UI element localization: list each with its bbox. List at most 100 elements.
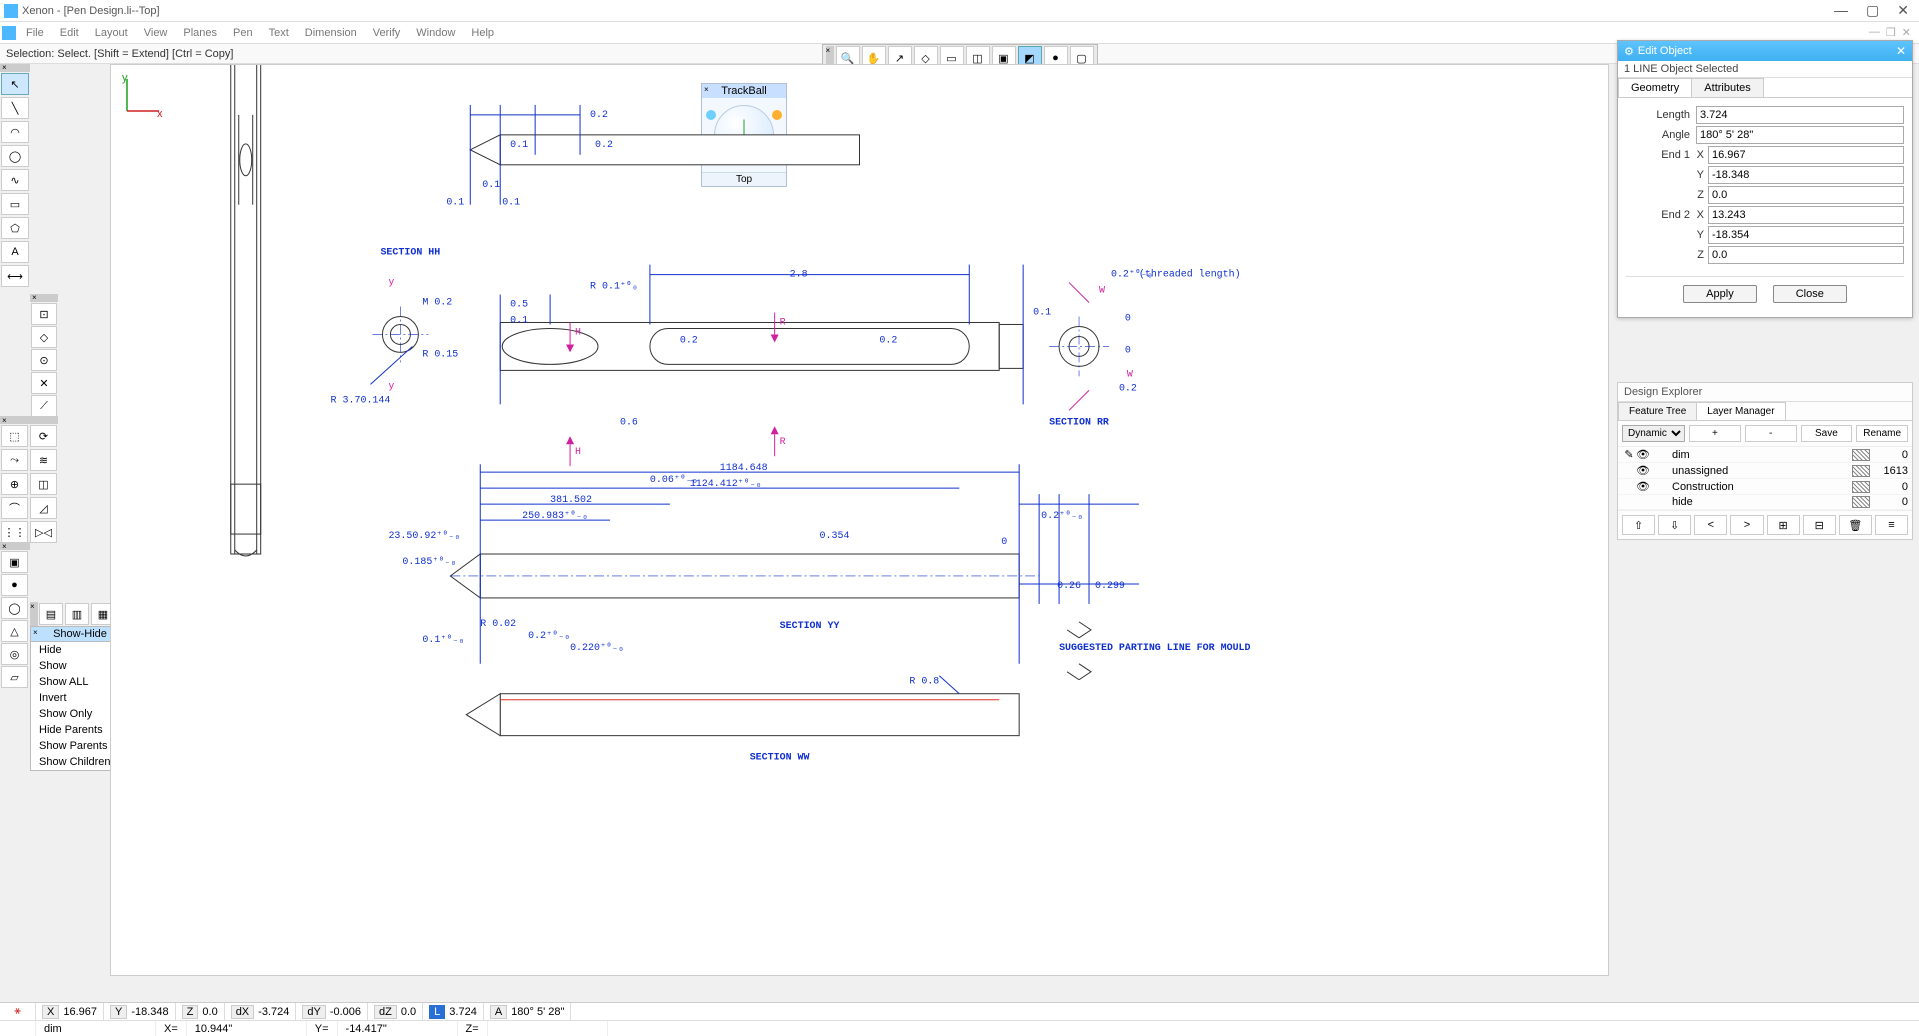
sweep-icon[interactable]: ⤳ [1, 449, 28, 471]
htool-2-icon[interactable]: ▥ [65, 603, 89, 625]
eye-icon[interactable]: 👁 [1636, 448, 1650, 461]
menu-dimension[interactable]: Dimension [297, 25, 365, 41]
menu-window[interactable]: Window [408, 25, 463, 41]
layer-delete-icon[interactable]: 🗑 [1839, 515, 1872, 535]
mirror-icon[interactable]: ▷◁ [30, 521, 57, 543]
a-label[interactable]: A [490, 1005, 507, 1019]
layer-rename-button[interactable]: Rename [1856, 425, 1908, 442]
drawing-canvas[interactable]: y x ×TrackBall Top [110, 64, 1609, 976]
palette-close-icon[interactable]: × [0, 416, 58, 424]
select-tool-icon[interactable]: ↖ [1, 73, 29, 95]
tab-feature-tree[interactable]: Feature Tree [1618, 402, 1697, 420]
child-close-button[interactable]: ✕ [1902, 26, 1911, 39]
shell-icon[interactable]: ◫ [30, 473, 57, 495]
layer-mode-select[interactable]: Dynamic [1622, 425, 1685, 442]
end2-x-input[interactable] [1708, 206, 1904, 224]
palette-close-icon[interactable]: × [30, 294, 58, 302]
menu-view[interactable]: View [136, 25, 176, 41]
snap-endpoint-icon[interactable]: ⊡ [31, 303, 57, 325]
snap-intersect-icon[interactable]: ✕ [31, 372, 57, 394]
cone-prim-icon[interactable]: △ [1, 620, 28, 642]
loft-icon[interactable]: ≋ [30, 449, 57, 471]
layer-row[interactable]: ✎ 👁 dim 0 [1618, 447, 1912, 463]
tab-layer-manager[interactable]: Layer Manager [1696, 402, 1785, 420]
dimension-tool-icon[interactable]: ⟷ [1, 265, 29, 287]
plane-prim-icon[interactable]: ▱ [1, 666, 28, 688]
hatch-swatch[interactable] [1852, 465, 1870, 477]
polygon-tool-icon[interactable]: ⬠ [1, 217, 29, 239]
eye-icon[interactable]: 👁 [1636, 480, 1650, 493]
pattern-icon[interactable]: ⋮⋮ [1, 521, 28, 543]
tab-geometry[interactable]: Geometry [1618, 78, 1692, 97]
extrude-icon[interactable]: ⬚ [1, 425, 28, 447]
layer-row[interactable]: 👁 Construction 0 [1618, 479, 1912, 495]
layer-up-icon[interactable]: ⇧ [1622, 515, 1655, 535]
close-icon[interactable]: × [33, 628, 38, 637]
layer-menu-icon[interactable]: ≡ [1875, 515, 1908, 535]
layer-prev-icon[interactable]: < [1694, 515, 1727, 535]
menu-edit[interactable]: Edit [52, 25, 87, 41]
layer-remove-button[interactable]: - [1745, 425, 1797, 442]
eye-icon[interactable]: 👁 [1636, 464, 1650, 477]
end1-x-input[interactable] [1708, 146, 1904, 164]
x-label[interactable]: X [42, 1005, 59, 1019]
fillet-icon[interactable]: ⌒ [1, 497, 28, 519]
end1-y-input[interactable] [1708, 166, 1904, 184]
dx-label[interactable]: dX [231, 1005, 254, 1019]
tab-attributes[interactable]: Attributes [1691, 78, 1763, 97]
torus-prim-icon[interactable]: ◎ [1, 643, 28, 665]
hatch-swatch[interactable] [1852, 449, 1870, 461]
layer-add-button[interactable]: + [1689, 425, 1741, 442]
palette-close-icon[interactable]: × [0, 542, 30, 550]
l-label[interactable]: L [429, 1005, 445, 1019]
end1-z-input[interactable] [1708, 186, 1904, 204]
child-minimize-button[interactable]: ― [1869, 26, 1880, 39]
close-button[interactable]: Close [1773, 285, 1847, 303]
arc-tool-icon[interactable]: ◠ [1, 121, 29, 143]
z-label[interactable]: Z [182, 1005, 199, 1019]
y-label[interactable]: Y [110, 1005, 127, 1019]
snap-tangent-icon[interactable]: ⟋ [31, 395, 57, 417]
close-icon[interactable]: ✕ [1896, 44, 1906, 58]
layer-row[interactable]: 👁 unassigned 1613 [1618, 463, 1912, 479]
dy-label[interactable]: dY [302, 1005, 325, 1019]
menu-planes[interactable]: Planes [175, 25, 225, 41]
layer-expand-icon[interactable]: ⊞ [1767, 515, 1800, 535]
length-input[interactable] [1696, 106, 1904, 124]
palette-close-icon[interactable]: × [30, 602, 38, 626]
maximize-button[interactable]: ▢ [1866, 2, 1879, 19]
menu-pen[interactable]: Pen [225, 25, 261, 41]
layer-next-icon[interactable]: > [1730, 515, 1763, 535]
line-tool-icon[interactable]: ╲ [1, 97, 29, 119]
dz-label[interactable]: dZ [374, 1005, 397, 1019]
hatch-swatch[interactable] [1852, 496, 1870, 508]
rect-tool-icon[interactable]: ▭ [1, 193, 29, 215]
menu-layout[interactable]: Layout [87, 25, 136, 41]
revolve-icon[interactable]: ⟳ [30, 425, 57, 447]
sphere-prim-icon[interactable]: ● [1, 574, 28, 596]
spline-tool-icon[interactable]: ∿ [1, 169, 29, 191]
origin-icon[interactable]: ⚹ [14, 1005, 21, 1018]
menu-file[interactable]: File [18, 25, 52, 41]
palette-close-icon[interactable]: × [0, 64, 30, 72]
boolean-icon[interactable]: ⊕ [1, 473, 28, 495]
chamfer-icon[interactable]: ◿ [30, 497, 57, 519]
snap-center-icon[interactable]: ⊙ [31, 349, 57, 371]
menu-text[interactable]: Text [261, 25, 297, 41]
layer-row[interactable]: hide 0 [1618, 495, 1912, 510]
cyl-prim-icon[interactable]: ◯ [1, 597, 28, 619]
minimize-button[interactable]: ― [1834, 2, 1848, 19]
close-button[interactable]: ✕ [1897, 2, 1909, 19]
text-tool-icon[interactable]: A [1, 241, 29, 263]
circle-tool-icon[interactable]: ◯ [1, 145, 29, 167]
box-prim-icon[interactable]: ▣ [1, 551, 28, 573]
layer-collapse-icon[interactable]: ⊟ [1803, 515, 1836, 535]
pen-icon[interactable]: ✎ [1622, 448, 1636, 461]
angle-input[interactable] [1696, 126, 1904, 144]
layer-down-icon[interactable]: ⇩ [1658, 515, 1691, 535]
hatch-swatch[interactable] [1852, 481, 1870, 493]
menu-verify[interactable]: Verify [365, 25, 409, 41]
layer-save-button[interactable]: Save [1801, 425, 1853, 442]
menu-help[interactable]: Help [463, 25, 502, 41]
child-restore-button[interactable]: ❐ [1886, 26, 1896, 39]
